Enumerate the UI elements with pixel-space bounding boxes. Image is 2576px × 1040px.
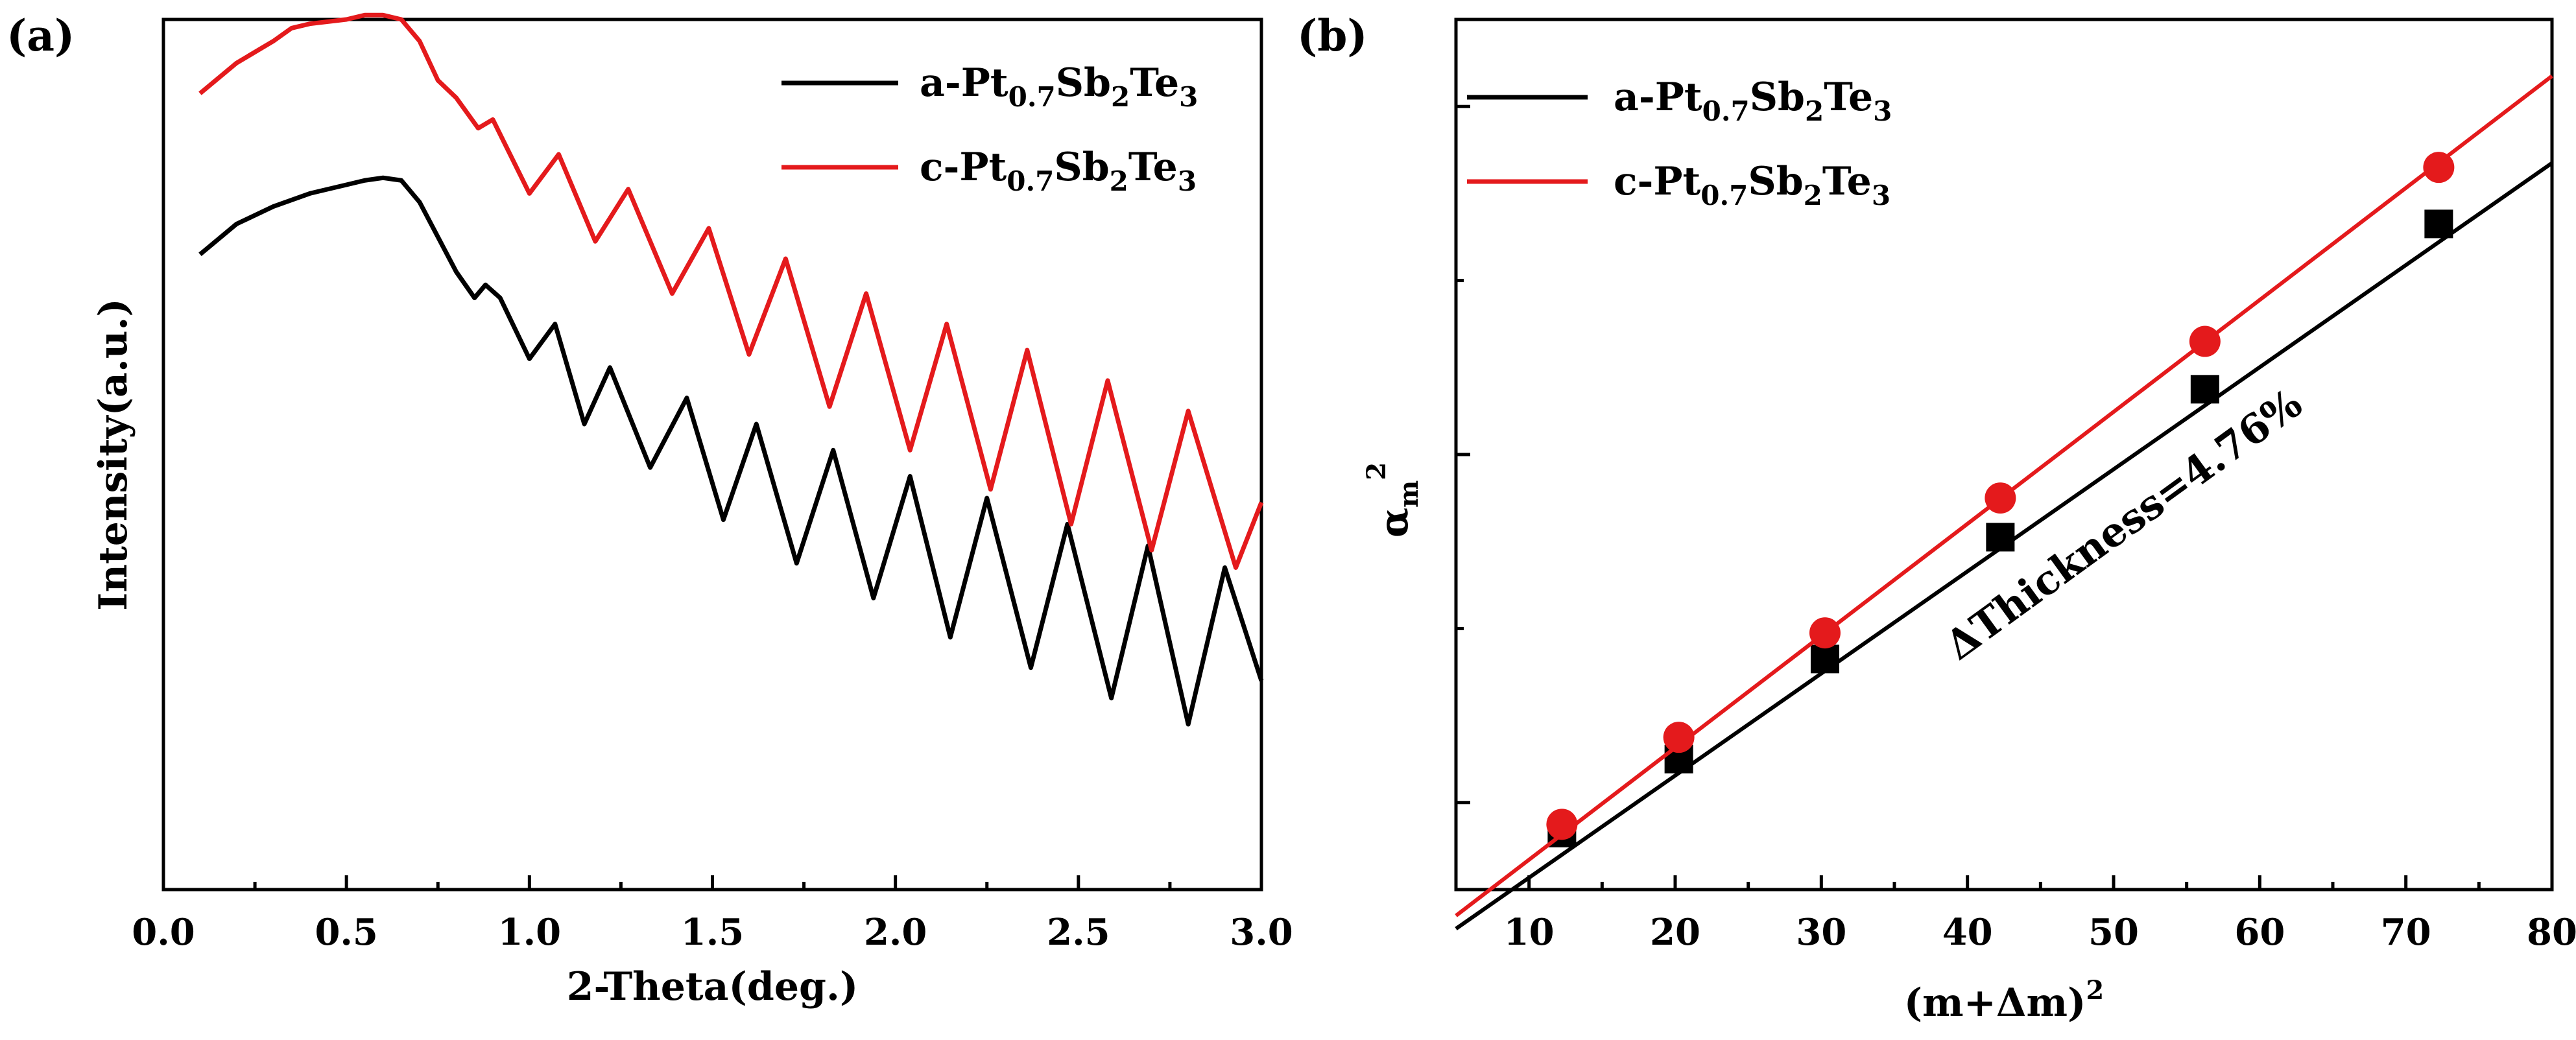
data-point	[2190, 375, 2219, 404]
x-tick-label: 3.0	[1230, 911, 1293, 954]
legend-label: a-Pt0.7Sb2Te3	[1614, 75, 1892, 127]
x-axis-label: 2-Theta(deg.)	[567, 964, 859, 1010]
x-tick-label: 0.0	[132, 911, 195, 954]
data-point	[1985, 482, 2016, 514]
series-crystalline	[198, 12, 1264, 570]
x-tick-label: 1.5	[681, 911, 744, 954]
x-tick-label: 60	[2234, 911, 2285, 954]
x-tick-label: 2.0	[864, 911, 927, 954]
series-line	[198, 175, 1264, 727]
data-point	[1546, 809, 1578, 840]
y-axis-label: Intensity(a.u.)	[91, 298, 136, 610]
data-point	[1663, 722, 1695, 753]
legend-label: a-Pt0.7Sb2Te3	[920, 60, 1198, 113]
series-crystalline	[1455, 74, 2553, 917]
x-tick-label: 0.5	[315, 911, 377, 954]
panel-label: (a)	[6, 10, 75, 61]
series-amorphous	[1455, 161, 2553, 930]
x-tick-label: 40	[1942, 911, 1993, 954]
x-tick-label: 2.5	[1047, 911, 1110, 954]
series-amorphous	[198, 175, 1264, 727]
x-tick-label: 20	[1650, 911, 1700, 954]
data-point	[1809, 617, 1841, 649]
data-point	[2424, 209, 2453, 239]
chart-panel-a: (a) 0.0 0.5 1.0 1.5 2.0 2.5 3.0 2-Theta(deg.) Int…	[6, 10, 1293, 1010]
x-tick-label: 30	[1796, 911, 1846, 954]
x-tick-label: 80	[2527, 911, 2576, 954]
legend-label: c-Pt0.7Sb2Te3	[1614, 159, 1890, 211]
data-point	[2423, 152, 2455, 183]
x-tick-label: 50	[2088, 911, 2139, 954]
data-point	[1810, 644, 1839, 674]
x-tick-label: 10	[1504, 911, 1555, 954]
x-axis-label: (m+Δm)2	[1904, 975, 2104, 1026]
data-point	[1986, 523, 2015, 552]
series-line	[198, 12, 1264, 570]
data-point	[2189, 325, 2221, 357]
plot-frame	[1454, 18, 2554, 892]
legend: a-Pt0.7Sb2Te3 c-Pt0.7Sb2Te3	[1467, 75, 1892, 211]
x-tick-label: 1.0	[498, 911, 561, 954]
y-axis-label: αm2	[1361, 462, 1424, 538]
legend-label: c-Pt0.7Sb2Te3	[920, 145, 1197, 197]
chart-panel-b: (b) 10 20 30 40 50 60 70 80 (m+Δm)2 αm2 a-Pt0.7Sb2T…	[1297, 10, 2576, 1026]
legend: a-Pt0.7Sb2Te3 c-Pt0.7Sb2Te3	[781, 60, 1198, 197]
x-tick-label: 70	[2381, 911, 2431, 954]
panel-label: (b)	[1297, 10, 1368, 61]
